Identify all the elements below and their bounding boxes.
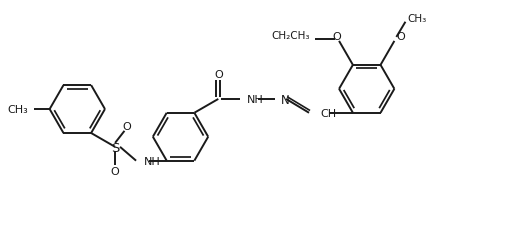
Text: O: O <box>396 32 405 42</box>
Text: NH: NH <box>144 157 161 167</box>
Text: O: O <box>122 122 131 132</box>
Text: CH₂CH₃: CH₂CH₃ <box>271 31 309 41</box>
Text: NH: NH <box>247 95 264 105</box>
Text: O: O <box>333 32 341 42</box>
Text: O: O <box>214 70 223 80</box>
Text: O: O <box>111 167 120 177</box>
Text: CH: CH <box>320 109 336 119</box>
Text: CH₃: CH₃ <box>407 14 427 24</box>
Text: S: S <box>111 142 119 155</box>
Text: N: N <box>281 94 290 107</box>
Text: CH₃: CH₃ <box>7 105 28 115</box>
